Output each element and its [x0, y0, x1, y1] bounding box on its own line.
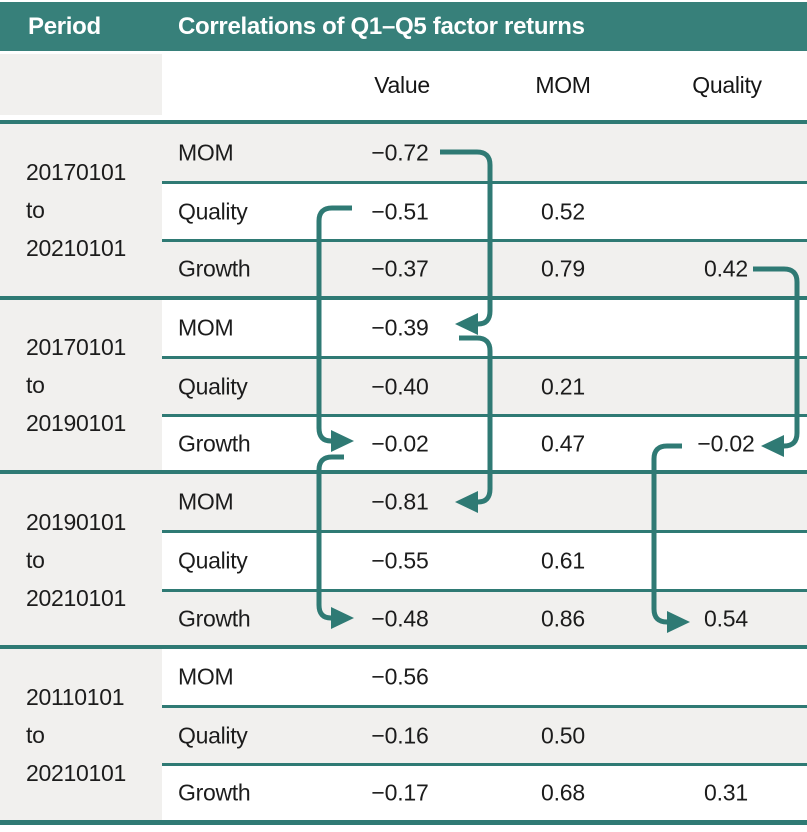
period-column-header: Period	[28, 12, 101, 40]
mom-cell: 0.86	[541, 605, 585, 631]
table-title: Correlations of Q1–Q5 factor returns	[178, 12, 585, 40]
table-header-bar: Period Correlations of Q1–Q5 factor retu…	[0, 2, 807, 51]
group-divider	[0, 296, 807, 300]
table-row: MOM −0.81	[162, 474, 807, 530]
row-divider	[162, 414, 807, 417]
value-cell: −0.51	[371, 198, 429, 224]
period-start-label: 20170101	[26, 159, 126, 185]
factor-label: Growth	[178, 255, 251, 282]
factor-label: MOM	[178, 488, 234, 515]
factor-label: Quality	[178, 547, 248, 574]
row-divider	[162, 181, 807, 184]
table-row: Quality −0.51 0.52	[162, 184, 807, 239]
group-divider	[0, 120, 807, 124]
factor-label: Growth	[178, 430, 251, 456]
quality-cell: 0.42	[704, 255, 748, 282]
value-cell: −0.17	[371, 779, 429, 806]
period-start-label: 20190101	[26, 508, 126, 535]
period-to-label: to	[26, 546, 45, 573]
period-end-label: 20190101	[26, 410, 126, 436]
row-divider	[162, 589, 807, 592]
factor-label: Quality	[178, 373, 248, 399]
column-header-value: Value	[374, 72, 430, 98]
period-end-label: 20210101	[26, 235, 126, 261]
factor-label: MOM	[178, 663, 234, 690]
factor-label: MOM	[178, 139, 234, 165]
quality-cell: −0.02	[697, 430, 755, 456]
row-divider	[162, 356, 807, 359]
table-row: Growth −0.48 0.86 0.54	[162, 592, 807, 645]
period-to-label: to	[26, 372, 45, 398]
factor-label: Quality	[178, 722, 248, 748]
table-row: Quality −0.16 0.50	[162, 708, 807, 763]
value-cell: −0.56	[371, 663, 429, 690]
table-row: MOM −0.72	[162, 124, 807, 181]
mom-cell: 0.50	[541, 722, 585, 748]
quality-cell: 0.54	[704, 605, 748, 631]
mom-cell: 0.47	[541, 430, 585, 456]
period-start-label: 20110101	[26, 683, 125, 710]
period-to-label: to	[26, 721, 45, 748]
table-row: Quality −0.40 0.21	[162, 359, 807, 414]
factor-label: MOM	[178, 314, 234, 341]
table-row: Quality −0.55 0.61	[162, 533, 807, 589]
period-cell: 20110101 to 20210101	[0, 649, 162, 820]
mom-cell: 0.79	[541, 255, 585, 282]
period-cell: 20170101 to 20190101	[0, 300, 162, 470]
period-end-label: 20210101	[26, 759, 126, 786]
row-divider	[162, 239, 807, 242]
row-divider	[162, 530, 807, 533]
period-start-label: 20170101	[26, 334, 126, 360]
mom-cell: 0.52	[541, 198, 585, 224]
table-row: Growth −0.17 0.68 0.31	[162, 766, 807, 820]
value-cell: −0.37	[371, 255, 429, 282]
value-cell: −0.40	[371, 373, 429, 399]
table-row: MOM −0.56	[162, 649, 807, 705]
value-cell: −0.72	[371, 139, 429, 165]
period-column-spacer	[0, 54, 162, 115]
value-cell: −0.16	[371, 722, 429, 748]
value-cell: −0.81	[371, 488, 429, 515]
mom-cell: 0.21	[541, 373, 585, 399]
column-header-mom: MOM	[535, 72, 591, 98]
row-divider	[162, 705, 807, 708]
period-to-label: to	[26, 197, 45, 223]
period-cell: 20170101 to 20210101	[0, 124, 162, 296]
value-cell: −0.39	[371, 314, 429, 341]
group-divider	[0, 470, 807, 474]
table-bottom-border	[0, 820, 807, 825]
factor-label: Quality	[178, 198, 248, 224]
value-cell: −0.02	[371, 430, 429, 456]
factor-label: Growth	[178, 605, 251, 631]
quality-cell: 0.31	[704, 779, 748, 806]
mom-cell: 0.68	[541, 779, 585, 806]
factor-label: Growth	[178, 779, 251, 806]
mom-cell: 0.61	[541, 547, 585, 574]
value-cell: −0.48	[371, 605, 429, 631]
table-row: Growth −0.37 0.79 0.42	[162, 242, 807, 296]
period-cell: 20190101 to 20210101	[0, 474, 162, 645]
table-row: MOM −0.39	[162, 300, 807, 356]
value-cell: −0.55	[371, 547, 429, 574]
column-header-quality: Quality	[692, 72, 762, 98]
row-divider	[162, 763, 807, 766]
table-row: Growth −0.02 0.47 −0.02	[162, 417, 807, 470]
period-end-label: 20210101	[26, 584, 126, 611]
group-divider	[0, 645, 807, 649]
